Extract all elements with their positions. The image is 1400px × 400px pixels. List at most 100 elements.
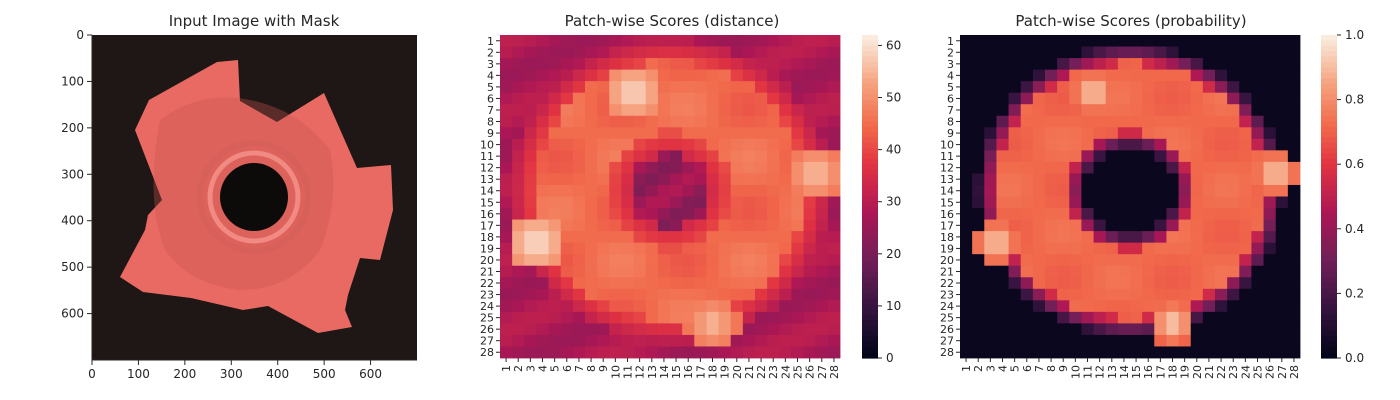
probability-x-tick-label: 25 xyxy=(1252,365,1265,379)
probability-cell xyxy=(1105,334,1119,347)
probability-cell xyxy=(1251,104,1264,117)
distance-cell xyxy=(524,323,537,336)
probability-cell xyxy=(1032,334,1046,347)
probability-cell xyxy=(972,81,985,94)
distance-cell xyxy=(657,288,671,301)
probability-cell xyxy=(1057,173,1070,186)
distance-cell xyxy=(645,311,659,324)
probability-cell xyxy=(1202,346,1216,359)
probability-cell xyxy=(1215,288,1228,301)
distance-y-tick-label: 5 xyxy=(487,81,494,94)
probability-cell xyxy=(1263,35,1277,47)
distance-cell xyxy=(718,58,732,71)
distance-cell xyxy=(548,81,562,94)
distance-cell xyxy=(755,265,768,278)
probability-cell xyxy=(1178,219,1192,232)
distance-cell xyxy=(827,265,841,278)
distance-cell xyxy=(645,277,659,290)
distance-x-tick-label: 21 xyxy=(743,365,756,379)
probability-cell xyxy=(1069,138,1082,151)
distance-cell xyxy=(706,288,719,301)
distance-colorbar-swatch xyxy=(862,314,878,321)
probability-x-tick-label: 3 xyxy=(984,365,997,372)
distance-cell xyxy=(536,311,549,324)
distance-cell xyxy=(633,323,647,336)
probability-heatmap-title: Patch-wise Scores (probability) xyxy=(1015,12,1246,30)
distance-cell xyxy=(779,173,792,186)
probability-cell xyxy=(1045,127,1058,140)
distance-cell xyxy=(803,242,817,255)
image-x-tick-label: 100 xyxy=(127,367,150,381)
distance-cell xyxy=(536,150,549,163)
probability-cell xyxy=(1190,115,1204,128)
distance-cell xyxy=(730,173,744,186)
distance-cell xyxy=(767,254,780,267)
probability-cell xyxy=(1117,196,1131,209)
distance-cell xyxy=(560,311,574,324)
distance-cell xyxy=(536,219,549,232)
distance-cell xyxy=(779,254,792,267)
distance-cell xyxy=(670,127,683,140)
probability-cell xyxy=(1215,242,1228,255)
distance-cell xyxy=(500,161,513,174)
probability-cell xyxy=(960,46,973,59)
distance-cell xyxy=(670,161,683,174)
distance-cell xyxy=(742,196,756,209)
distance-cell xyxy=(548,58,562,71)
distance-cell xyxy=(706,46,719,59)
distance-y-tick-label: 10 xyxy=(480,139,494,152)
probability-cell xyxy=(1227,150,1240,163)
distance-cell xyxy=(682,81,695,94)
distance-cell xyxy=(512,69,525,82)
distance-cell xyxy=(791,184,804,197)
probability-cell xyxy=(1239,81,1252,94)
probability-cell xyxy=(1008,265,1022,278)
distance-cell xyxy=(572,208,586,220)
probability-cell xyxy=(1057,69,1070,82)
distance-cell xyxy=(572,115,586,128)
distance-cell xyxy=(585,46,598,59)
probability-cell xyxy=(1251,208,1264,220)
probability-cell xyxy=(1093,138,1107,151)
distance-cell xyxy=(500,208,513,220)
probability-cell xyxy=(1287,242,1301,255)
probability-cell xyxy=(1263,346,1277,359)
probability-cell xyxy=(1239,92,1252,105)
distance-cell xyxy=(706,69,719,82)
probability-cell xyxy=(1081,265,1094,278)
distance-cell xyxy=(621,196,634,209)
probability-cell xyxy=(1032,196,1046,209)
distance-cell xyxy=(633,277,647,290)
distance-y-tick-label: 12 xyxy=(480,162,494,175)
distance-cell xyxy=(742,81,756,94)
probability-cell xyxy=(1032,277,1046,290)
probability-cell xyxy=(1154,231,1167,244)
probability-cell xyxy=(1105,138,1119,151)
probability-cell xyxy=(984,219,997,232)
probability-cell xyxy=(984,208,997,220)
probability-cell xyxy=(1263,104,1277,117)
probability-cell xyxy=(1057,231,1070,244)
probability-cell xyxy=(1190,127,1204,140)
distance-cell xyxy=(742,242,756,255)
probability-cell xyxy=(1093,46,1107,59)
distance-cell xyxy=(572,184,586,197)
distance-cell xyxy=(730,150,744,163)
probability-cell xyxy=(1081,323,1094,336)
distance-cell xyxy=(597,231,610,244)
distance-cell xyxy=(670,277,683,290)
probability-colorbar-tick-label: 0.8 xyxy=(1345,93,1364,107)
distance-cell xyxy=(815,323,829,336)
distance-cell xyxy=(718,334,732,347)
distance-cell xyxy=(597,115,610,128)
probability-cell xyxy=(1032,323,1046,336)
distance-cell xyxy=(755,115,768,128)
distance-x-tick-label: 8 xyxy=(585,365,598,372)
probability-cell xyxy=(1069,254,1082,267)
distance-cell xyxy=(645,46,659,59)
probability-cell xyxy=(1032,288,1046,301)
distance-colorbar-swatch xyxy=(862,158,878,165)
distance-cell xyxy=(791,300,804,313)
probability-cell xyxy=(1202,231,1216,244)
distance-heatmap-y-ticks: 1234567891011121314151617181920212223242… xyxy=(480,35,500,359)
